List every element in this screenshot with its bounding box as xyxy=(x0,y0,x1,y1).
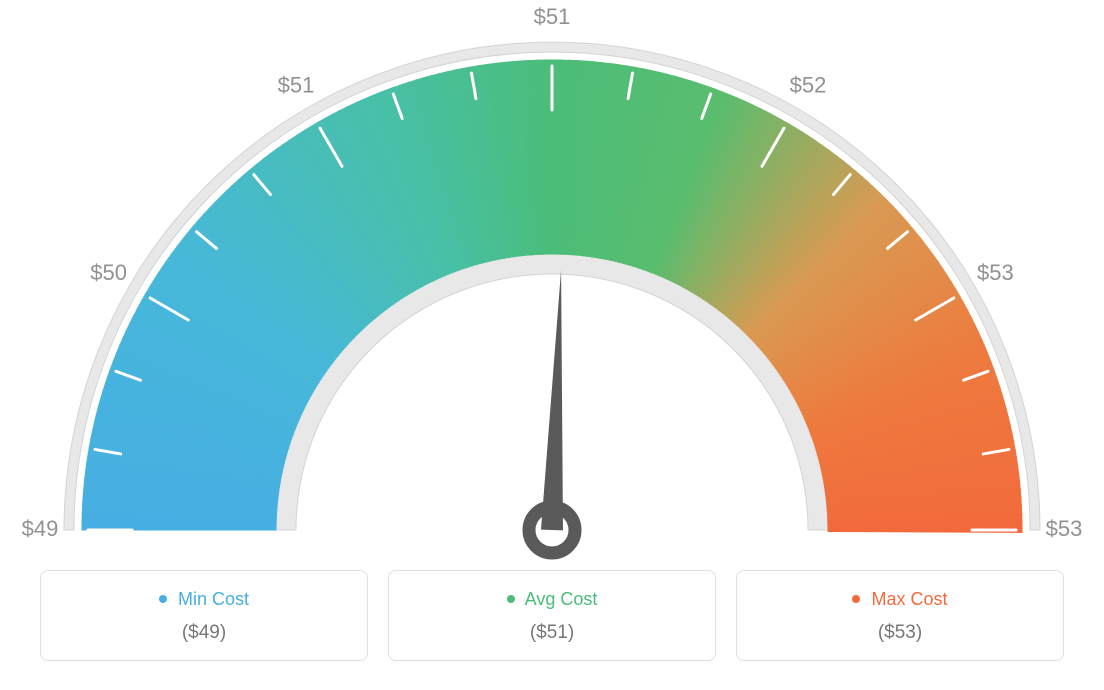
legend-card-min: Min Cost ($49) xyxy=(40,570,368,661)
svg-text:$50: $50 xyxy=(90,260,127,285)
legend-card-max: Max Cost ($53) xyxy=(736,570,1064,661)
legend-row: Min Cost ($49) Avg Cost ($51) Max Cost (… xyxy=(0,570,1104,661)
legend-max-dot xyxy=(852,595,860,603)
legend-max-value: ($53) xyxy=(737,622,1063,644)
svg-text:$53: $53 xyxy=(1046,516,1083,541)
legend-avg-value: ($51) xyxy=(389,622,715,644)
svg-text:$51: $51 xyxy=(278,72,315,97)
svg-text:$53: $53 xyxy=(977,260,1014,285)
legend-avg-dot xyxy=(507,595,515,603)
gauge-chart: $49 $50 $51 $51 $52 $53 $53 xyxy=(0,0,1104,560)
svg-text:$49: $49 xyxy=(22,516,59,541)
legend-avg-title: Avg Cost xyxy=(389,589,715,610)
legend-card-avg: Avg Cost ($51) xyxy=(388,570,716,661)
legend-max-label: Max Cost xyxy=(871,589,947,609)
legend-min-label: Min Cost xyxy=(178,589,249,609)
legend-min-title: Min Cost xyxy=(41,589,367,610)
svg-text:$51: $51 xyxy=(534,4,571,29)
svg-text:$52: $52 xyxy=(790,72,827,97)
legend-min-value: ($49) xyxy=(41,622,367,644)
gauge-svg: $49 $50 $51 $51 $52 $53 $53 xyxy=(0,0,1104,570)
legend-min-dot xyxy=(159,595,167,603)
legend-max-title: Max Cost xyxy=(737,589,1063,610)
legend-avg-label: Avg Cost xyxy=(525,589,598,609)
